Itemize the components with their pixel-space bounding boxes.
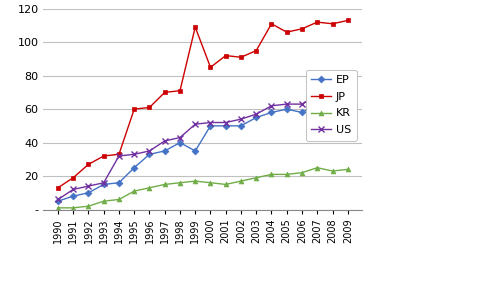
- US: [314, 94, 320, 97]
- KR: [101, 199, 107, 203]
- KR: [162, 183, 168, 186]
- US: [55, 198, 61, 201]
- EP: [116, 181, 122, 184]
- KR: [55, 206, 61, 210]
- KR: [223, 183, 228, 186]
- JP: [314, 20, 320, 24]
- EP: [223, 124, 228, 128]
- JP: [162, 91, 168, 94]
- US: [192, 123, 198, 126]
- KR: [208, 181, 213, 184]
- KR: [238, 179, 244, 183]
- JP: [238, 56, 244, 59]
- JP: [254, 49, 259, 52]
- KR: [146, 186, 152, 189]
- KR: [329, 169, 335, 173]
- EP: [254, 116, 259, 119]
- JP: [192, 25, 198, 29]
- JP: [223, 54, 228, 57]
- KR: [254, 176, 259, 180]
- KR: [314, 166, 320, 169]
- US: [254, 112, 259, 116]
- KR: [269, 173, 274, 176]
- EP: [177, 141, 183, 144]
- EP: [208, 124, 213, 128]
- JP: [299, 27, 305, 31]
- EP: [299, 111, 305, 114]
- US: [116, 154, 122, 158]
- JP: [101, 154, 107, 158]
- EP: [101, 183, 107, 186]
- KR: [345, 168, 351, 171]
- KR: [71, 206, 76, 210]
- KR: [85, 204, 91, 208]
- US: [329, 94, 335, 97]
- US: [162, 139, 168, 143]
- KR: [131, 189, 137, 193]
- EP: [284, 107, 290, 111]
- KR: [284, 173, 290, 176]
- US: [101, 181, 107, 184]
- US: [146, 149, 152, 153]
- Line: JP: JP: [56, 18, 350, 190]
- Line: EP: EP: [56, 98, 350, 204]
- JP: [177, 89, 183, 93]
- US: [284, 102, 290, 106]
- US: [269, 104, 274, 108]
- JP: [208, 65, 213, 69]
- JP: [284, 31, 290, 34]
- JP: [85, 163, 91, 166]
- US: [345, 92, 351, 96]
- KR: [116, 198, 122, 201]
- EP: [85, 191, 91, 194]
- KR: [192, 179, 198, 183]
- JP: [269, 22, 274, 26]
- EP: [238, 124, 244, 128]
- JP: [55, 186, 61, 189]
- EP: [269, 111, 274, 114]
- EP: [192, 149, 198, 153]
- Legend: EP, JP, KR, US: EP, JP, KR, US: [306, 70, 356, 141]
- US: [299, 102, 305, 106]
- US: [85, 184, 91, 188]
- JP: [345, 19, 351, 22]
- EP: [71, 194, 76, 198]
- US: [177, 136, 183, 139]
- EP: [55, 199, 61, 203]
- US: [238, 118, 244, 121]
- KR: [299, 171, 305, 175]
- KR: [177, 181, 183, 184]
- Line: US: US: [55, 91, 351, 203]
- US: [71, 188, 76, 191]
- EP: [131, 166, 137, 169]
- JP: [329, 22, 335, 26]
- EP: [329, 99, 335, 102]
- Line: KR: KR: [56, 165, 350, 210]
- EP: [314, 102, 320, 106]
- EP: [146, 152, 152, 156]
- JP: [131, 107, 137, 111]
- EP: [162, 149, 168, 153]
- US: [131, 152, 137, 156]
- JP: [146, 106, 152, 109]
- US: [223, 121, 228, 124]
- US: [208, 121, 213, 124]
- EP: [345, 99, 351, 102]
- JP: [71, 176, 76, 180]
- JP: [116, 152, 122, 156]
